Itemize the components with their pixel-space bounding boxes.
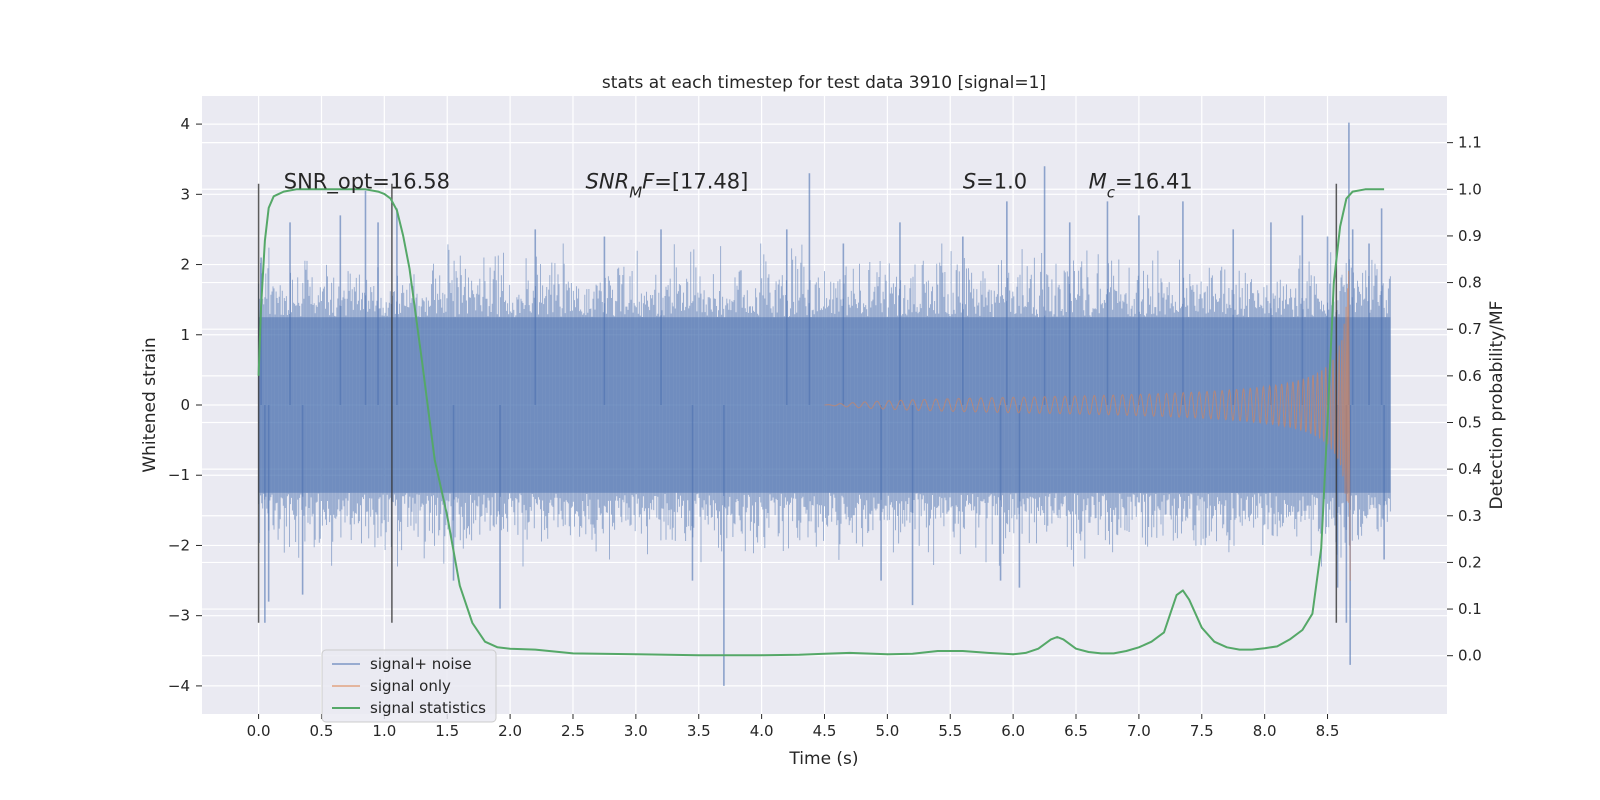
y2-tick-label: 0.2 — [1458, 553, 1482, 571]
x-tick-label: 6.0 — [1001, 722, 1025, 740]
y-tick-label: 1 — [180, 326, 190, 344]
x-axis-label: Time (s) — [788, 749, 858, 769]
y2-tick-label: 0.3 — [1458, 507, 1482, 525]
y-axis-ticks: 4 3 2 1 0 −1 −2 −3 −4 — [168, 115, 202, 695]
x-tick-label: 1.5 — [435, 722, 459, 740]
x-tick-label: 2.0 — [498, 722, 522, 740]
y2-axis-ticks: 1.1 1.0 0.9 0.8 0.7 0.6 0.5 0.4 0.3 0.2 0.1 0.0 — [1447, 134, 1482, 665]
signal-only-series — [824, 270, 1351, 581]
x-tick-label: 3.0 — [624, 722, 648, 740]
signal-chirp — [824, 270, 1351, 581]
legend-label-signal: signal only — [370, 677, 451, 695]
legend-label-stats: signal statistics — [370, 699, 486, 717]
annotation-s: S=1.0 — [963, 169, 1027, 193]
annotation-snr-mf: SNRMF=[17.48] — [586, 169, 749, 201]
x-tick-label: 1.0 — [372, 722, 396, 740]
legend-box — [321, 649, 497, 723]
y2-tick-label: 0.9 — [1458, 227, 1482, 245]
y2-tick-label: 1.0 — [1458, 180, 1482, 198]
y2-axis-label: Detection probability/MF — [1487, 301, 1507, 510]
legend-label-noise: signal+ noise — [370, 655, 472, 673]
x-tick-label: 3.5 — [687, 722, 711, 740]
x-tick-label: 8.5 — [1316, 722, 1340, 740]
y-tick-label: 4 — [180, 115, 190, 133]
x-tick-label: 0.5 — [310, 722, 334, 740]
y2-tick-label: 0.6 — [1458, 367, 1482, 385]
legend: signal+ noise signal only signal statist… — [321, 649, 497, 723]
x-tick-label: 8.0 — [1253, 722, 1277, 740]
statistics-line — [257, 188, 1385, 657]
y-axis-label: Whitened strain — [140, 337, 160, 472]
x-tick-label: 6.5 — [1064, 722, 1088, 740]
y-tick-label: −4 — [168, 677, 190, 695]
y-tick-label: 0 — [180, 396, 190, 414]
signal-statistics-series — [257, 188, 1385, 657]
x-tick-label: 0.0 — [247, 722, 271, 740]
y-tick-label: −3 — [168, 607, 190, 625]
chart-title: stats at each timestep for test data 391… — [602, 73, 1046, 93]
x-tick-label: 5.5 — [938, 722, 962, 740]
y2-tick-label: 0.8 — [1458, 274, 1482, 292]
x-axis-ticks: 0.0 0.5 1.0 1.5 2.0 2.5 3.0 3.5 4.0 4.5 5.0 5.5 6.0 6… — [247, 714, 1340, 740]
annotations: SNR_opt=16.58 SNRMF=[17.48] S=1.0 Mc=16.41 — [284, 169, 1193, 201]
y2-tick-label: 0.4 — [1458, 460, 1482, 478]
y-tick-label: 3 — [180, 185, 190, 203]
x-tick-label: 4.0 — [750, 722, 774, 740]
y2-tick-label: 0.1 — [1458, 600, 1482, 618]
annotation-snr-opt: SNR_opt=16.58 — [284, 169, 450, 194]
y2-tick-label: 1.1 — [1458, 134, 1482, 152]
x-tick-label: 7.0 — [1127, 722, 1151, 740]
x-tick-label: 4.5 — [813, 722, 837, 740]
y-tick-label: −2 — [168, 536, 190, 554]
x-tick-label: 5.0 — [875, 722, 899, 740]
x-tick-label: 2.5 — [561, 722, 585, 740]
y2-tick-label: 0.5 — [1458, 413, 1482, 431]
x-tick-label: 7.5 — [1190, 722, 1214, 740]
y-tick-label: 2 — [180, 256, 190, 274]
y2-tick-label: 0.0 — [1458, 647, 1482, 665]
annotation-mc: Mc=16.41 — [1089, 169, 1193, 201]
y2-tick-label: 0.7 — [1458, 320, 1482, 338]
y-tick-label: −1 — [168, 466, 190, 484]
